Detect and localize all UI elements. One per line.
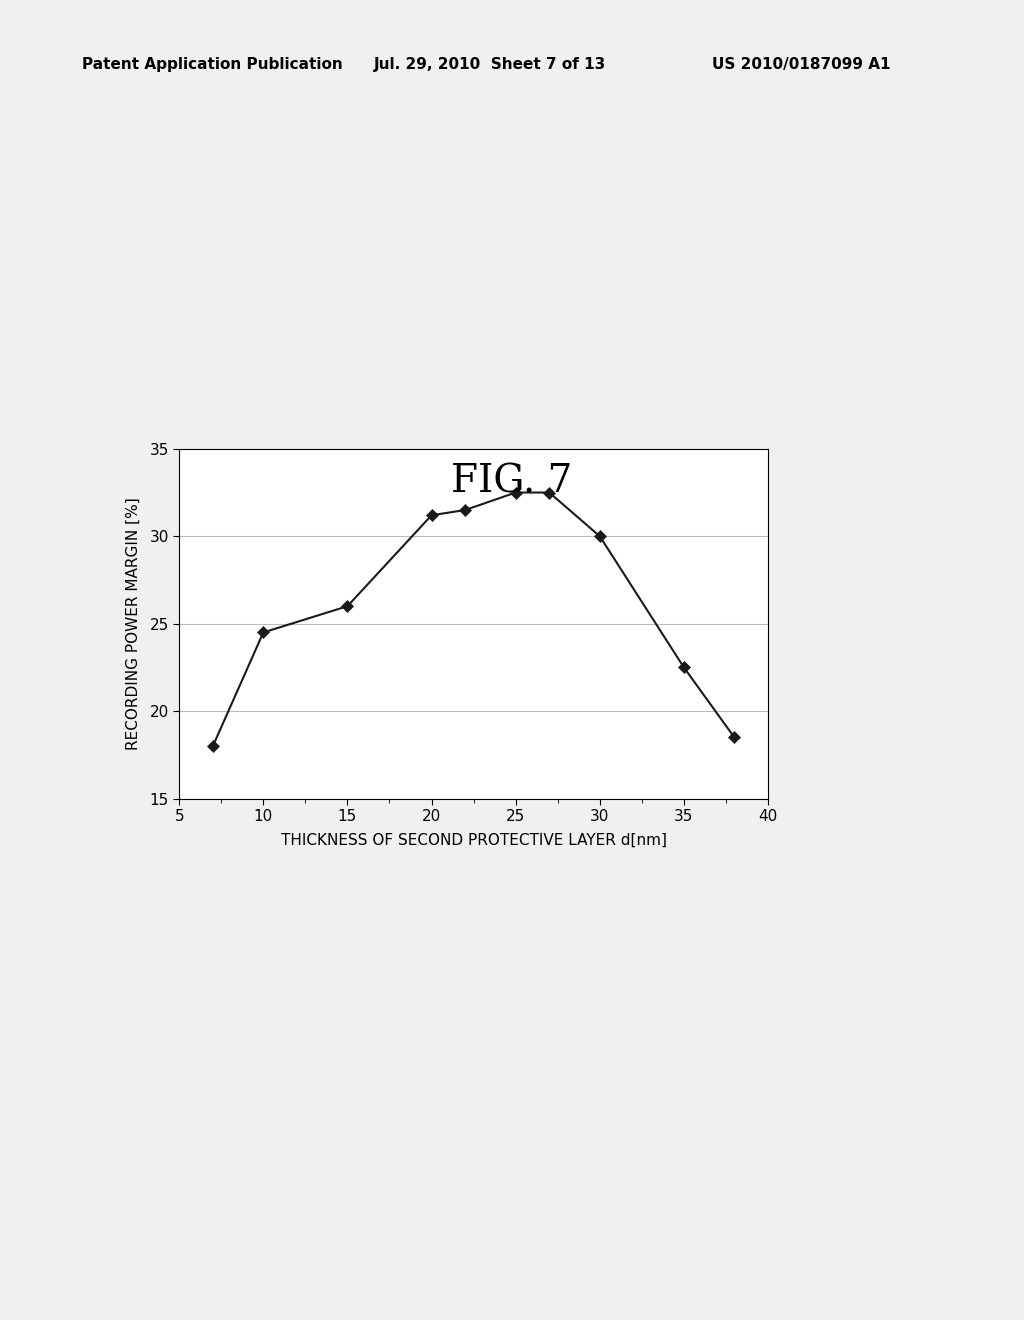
Text: US 2010/0187099 A1: US 2010/0187099 A1 — [712, 57, 890, 71]
Text: Jul. 29, 2010  Sheet 7 of 13: Jul. 29, 2010 Sheet 7 of 13 — [374, 57, 606, 71]
Text: FIG. 7: FIG. 7 — [452, 463, 572, 500]
X-axis label: THICKNESS OF SECOND PROTECTIVE LAYER d[nm]: THICKNESS OF SECOND PROTECTIVE LAYER d[n… — [281, 833, 667, 847]
Text: Patent Application Publication: Patent Application Publication — [82, 57, 343, 71]
Y-axis label: RECORDING POWER MARGIN [%]: RECORDING POWER MARGIN [%] — [126, 498, 141, 750]
